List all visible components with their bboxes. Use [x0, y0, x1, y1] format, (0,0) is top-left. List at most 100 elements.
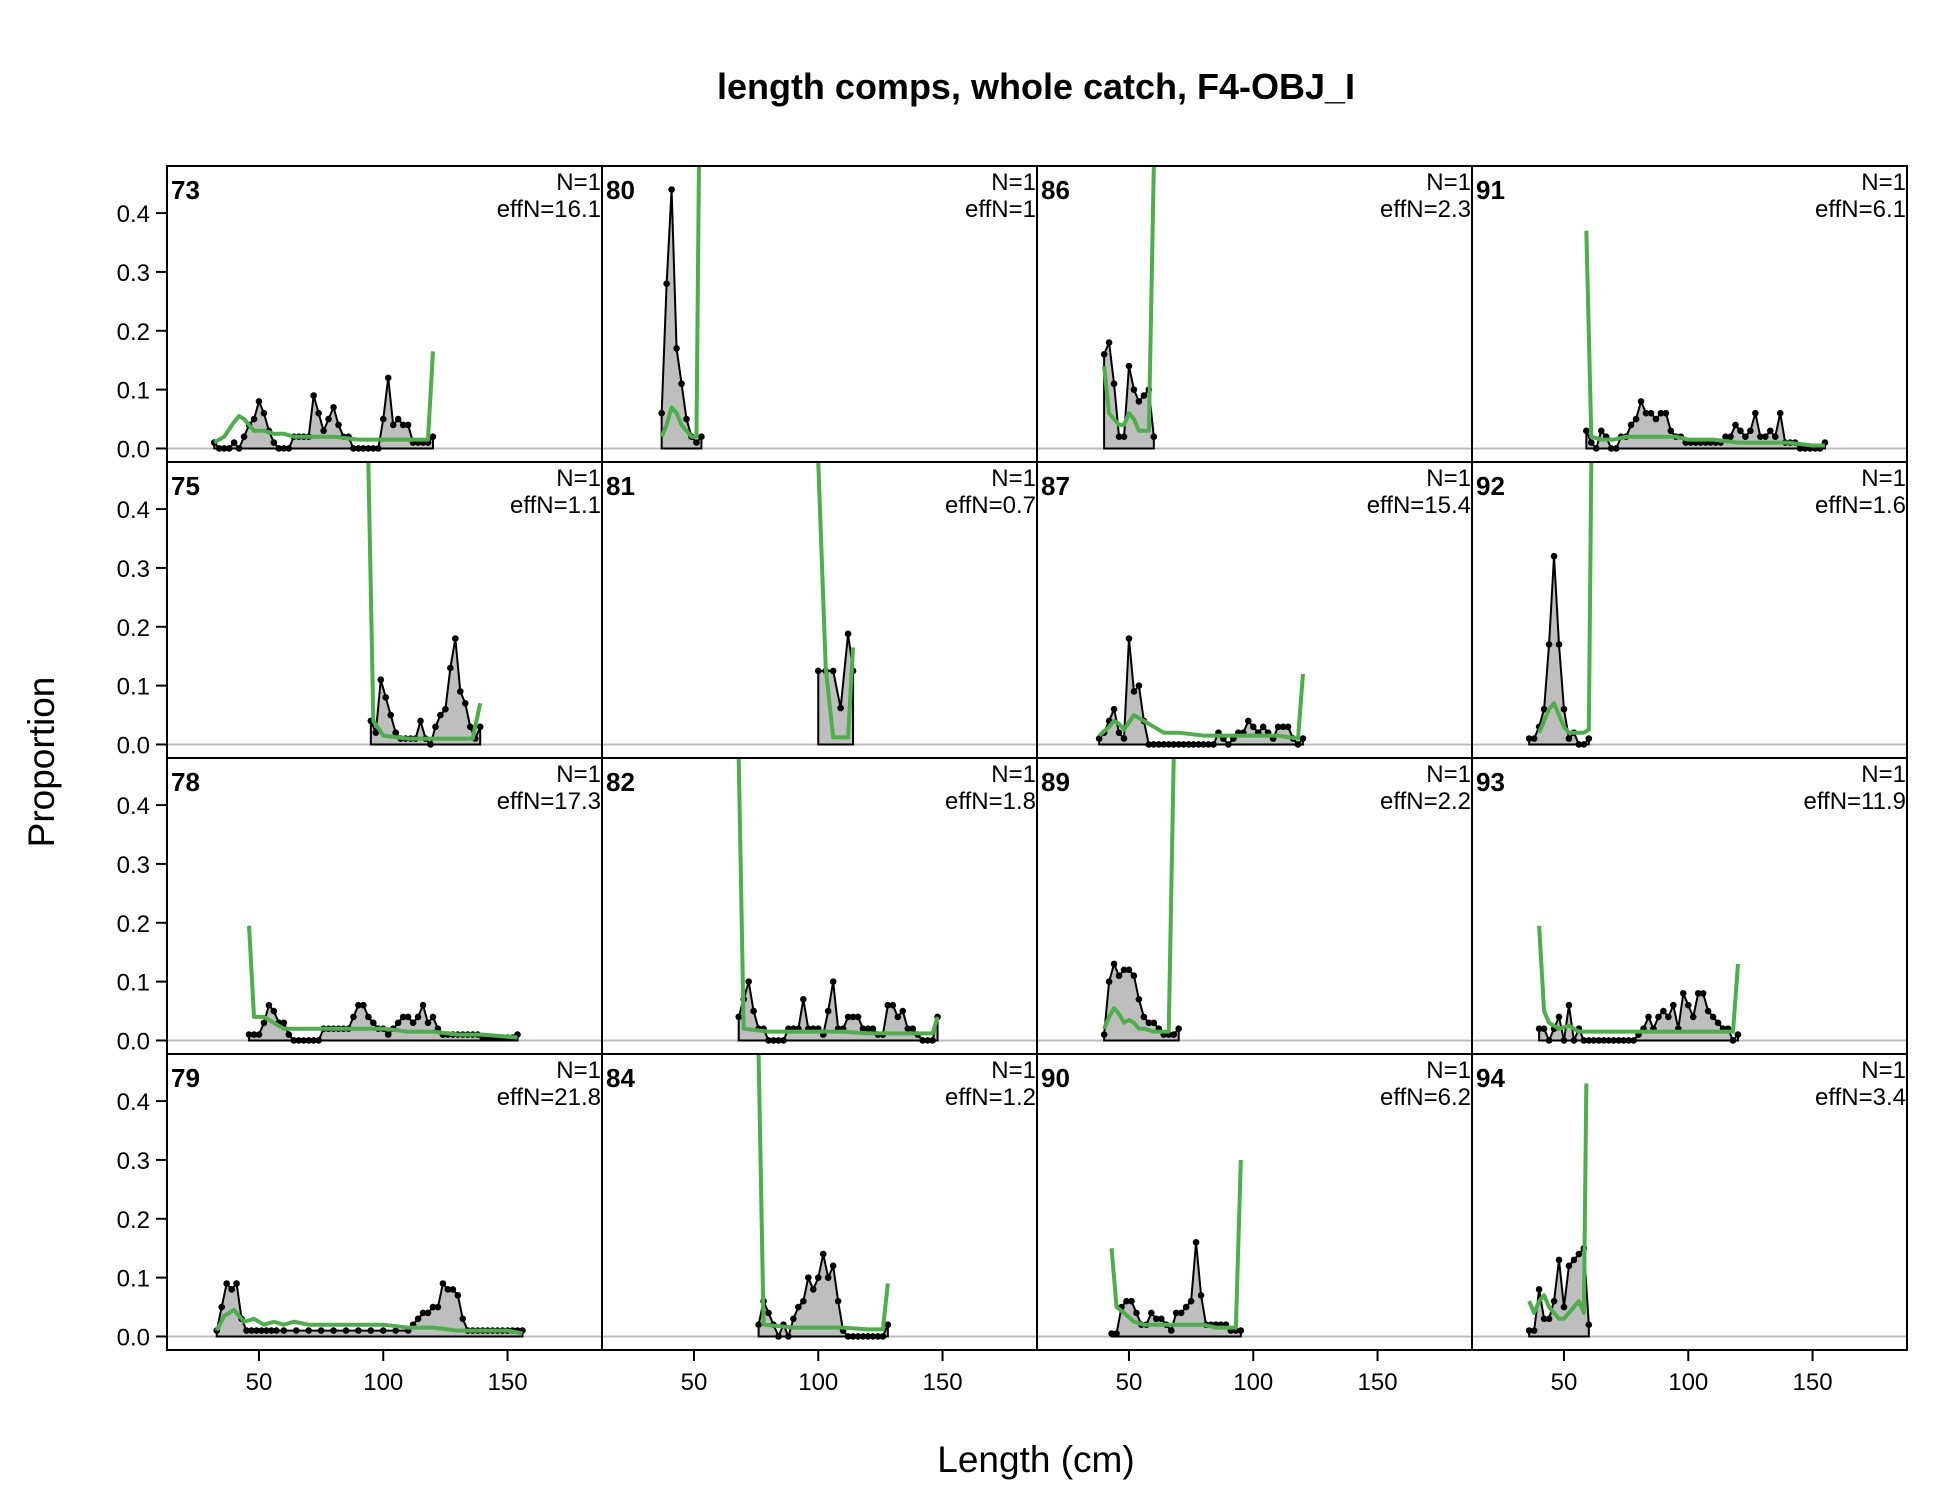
observed-point — [854, 1333, 862, 1340]
observed-point — [1630, 1037, 1637, 1044]
observed-point — [800, 995, 807, 1003]
observed-point — [1150, 741, 1158, 748]
observed-point — [1670, 1001, 1677, 1009]
observed-point — [384, 1031, 392, 1038]
observed-point — [775, 1333, 782, 1340]
observed-point — [1776, 409, 1784, 417]
expected-line — [1537, 462, 1594, 735]
expected-line — [214, 1307, 523, 1336]
observed-point — [1555, 1256, 1563, 1264]
observed-point — [275, 445, 283, 452]
observed-point — [285, 445, 293, 452]
observed-point — [1714, 1019, 1722, 1027]
sample-size-label: N=1 — [1861, 465, 1906, 492]
observed-point — [1689, 1013, 1697, 1021]
panel-label: 81 — [606, 471, 635, 501]
observed-point — [429, 1303, 437, 1311]
observed-point — [1237, 1327, 1245, 1334]
observed-point — [889, 1001, 897, 1009]
observed-point — [765, 1037, 772, 1044]
y-tick-label: 0.3 — [117, 556, 150, 583]
effective-n-label: effN=16.1 — [497, 196, 601, 223]
observed-point — [1580, 741, 1588, 748]
y-axis-group: 0.0 0.1 0.2 0.3 0.4 0.0 0.1 0.2 0.3 0.4 0.0 0.1 0.2 0… — [117, 201, 167, 1351]
observed-point — [1762, 433, 1769, 440]
observed-point — [924, 1037, 931, 1044]
observed-point — [1642, 409, 1650, 417]
observed-point — [434, 1303, 442, 1311]
observed-point — [355, 1001, 362, 1009]
sample-size-label: N=1 — [991, 761, 1036, 788]
observed-point — [1550, 1297, 1558, 1305]
observed-point — [1128, 1297, 1135, 1305]
observed-point — [1757, 433, 1764, 440]
panel-label: 92 — [1476, 471, 1505, 501]
observed-point — [424, 1019, 432, 1027]
observed-area — [1528, 556, 1590, 746]
observed-point — [1742, 433, 1749, 440]
observed-point — [1172, 1309, 1180, 1317]
x-tick-label: 100 — [1233, 1369, 1273, 1396]
observed-point — [394, 1019, 402, 1027]
observed-point — [1115, 972, 1123, 980]
observed-point — [814, 1274, 822, 1281]
observed-point — [379, 415, 387, 423]
observed-point — [929, 1037, 936, 1044]
observed-point — [220, 445, 228, 452]
observed-point — [829, 1262, 837, 1270]
observed-point — [663, 280, 670, 287]
observed-point — [325, 415, 332, 423]
x-tick-label: 50 — [246, 1369, 273, 1396]
observed-point — [1647, 409, 1655, 417]
y-tick-label: 0.4 — [117, 201, 150, 228]
observed-point — [230, 439, 238, 446]
observed-point — [1565, 1262, 1573, 1270]
observed-point — [1570, 1037, 1578, 1044]
observed-point — [1155, 741, 1163, 748]
observed-point — [668, 186, 675, 193]
observed-point — [250, 1031, 258, 1038]
observed-point — [305, 1327, 312, 1334]
observed-point — [1180, 741, 1187, 748]
chart-title: length comps, whole catch, F4-OBJ_I — [717, 66, 1355, 107]
observed-point — [1595, 1037, 1603, 1044]
observed-point — [1709, 1013, 1717, 1021]
observed-point — [253, 1327, 260, 1334]
observed-point — [417, 717, 424, 725]
observed-point — [1729, 1037, 1737, 1044]
y-tick-label: 0.0 — [117, 732, 150, 759]
x-axis-label: Length (cm) — [937, 1439, 1134, 1480]
observed-point — [399, 1013, 407, 1021]
y-tick-label: 0.3 — [117, 852, 150, 879]
observed-point — [270, 439, 278, 446]
y-tick-label: 0.2 — [117, 615, 150, 642]
observed-point — [1170, 741, 1178, 748]
observed-point — [1167, 1327, 1175, 1334]
observed-point — [233, 1280, 240, 1287]
observed-point — [394, 415, 402, 423]
observed-point — [1110, 380, 1118, 388]
observed-point — [1625, 1037, 1632, 1044]
observed-point — [437, 711, 444, 719]
sample-size-label: N=1 — [991, 465, 1036, 492]
observed-point — [223, 1280, 230, 1287]
expected-line — [1097, 673, 1305, 741]
observed-point — [844, 630, 852, 638]
observed-area — [757, 1253, 889, 1340]
observed-point — [409, 1019, 417, 1027]
observed-point — [1632, 415, 1640, 423]
observed-point — [1607, 445, 1615, 452]
observed-point — [1565, 735, 1573, 742]
observed-point — [1145, 741, 1153, 748]
observed-point — [735, 1013, 743, 1021]
observed-point — [270, 1007, 278, 1015]
observed-point — [1525, 1327, 1533, 1334]
observed-point — [370, 1019, 377, 1027]
observed-point — [909, 1025, 917, 1032]
effective-n-label: effN=1.2 — [945, 1084, 1036, 1111]
observed-point — [1140, 392, 1148, 399]
expected-line — [1527, 1083, 1589, 1321]
observed-point — [1655, 1013, 1662, 1021]
